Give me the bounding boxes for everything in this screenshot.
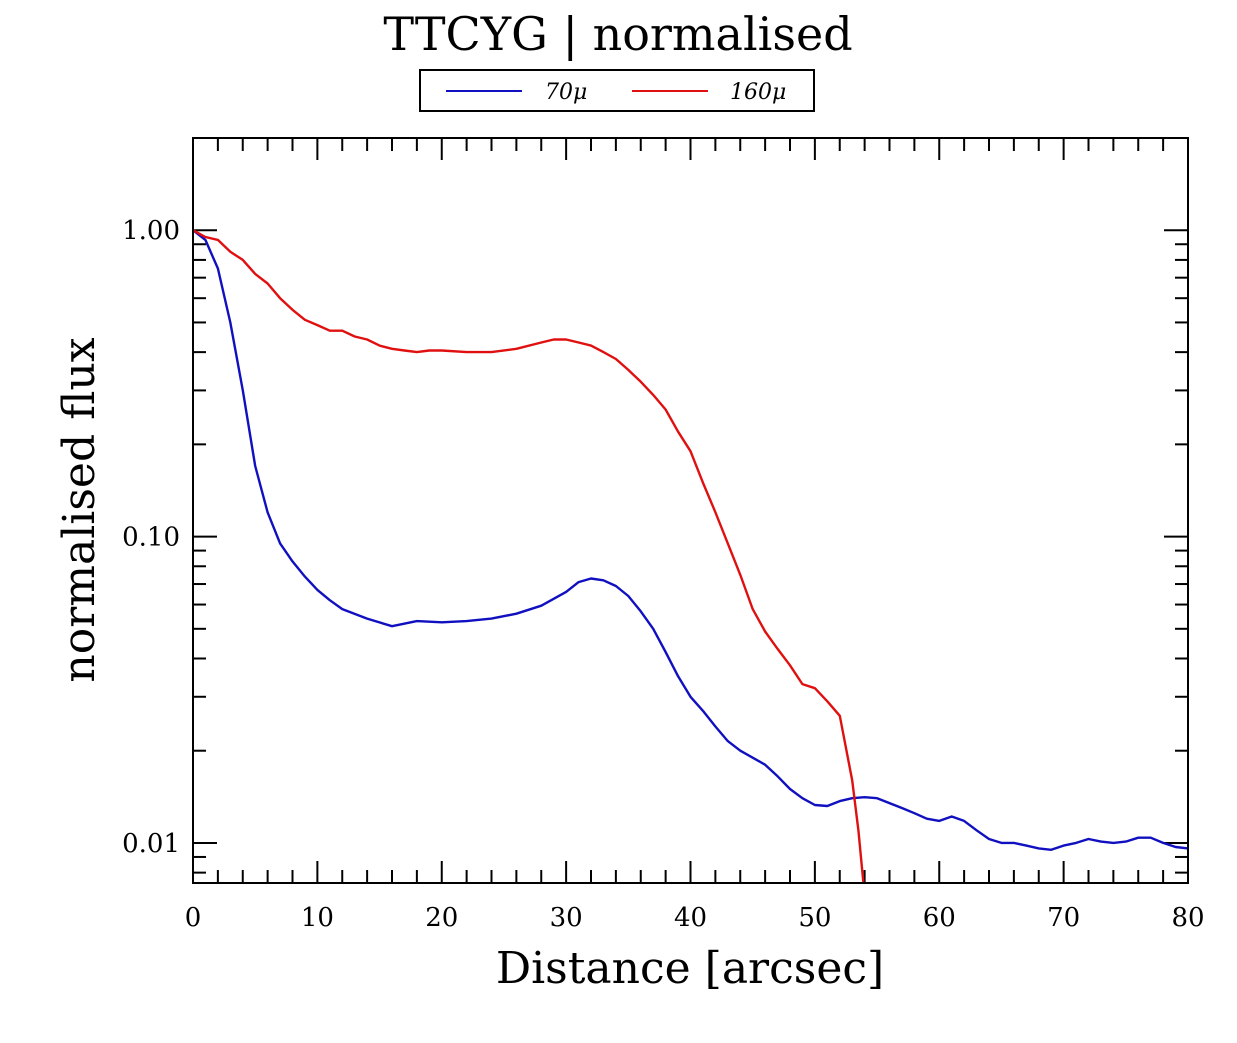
y-tick-label: 1.00 (122, 216, 180, 246)
x-tick-label: 40 (674, 903, 707, 933)
legend-label-70: 70μ (545, 80, 587, 105)
x-tick-label: 10 (301, 903, 334, 933)
y-tick-label: 0.01 (122, 829, 180, 859)
x-tick-label: 70 (1047, 903, 1080, 933)
series-line-70 (192, 229, 1189, 851)
x-tick-label: 50 (798, 903, 831, 933)
x-tick-labels: 0 10 20 30 40 50 60 70 80 (185, 903, 1205, 933)
x-tick-label: 0 (185, 903, 202, 933)
x-axis-label: Distance [arcsec] (496, 943, 884, 994)
legend: 70μ 160μ (419, 69, 815, 112)
plot-frame (192, 137, 1189, 884)
plot-series (192, 229, 1189, 884)
series-line-160 (192, 229, 865, 884)
legend-label-160: 160μ (730, 80, 786, 105)
y-tick-label: 0.10 (122, 523, 180, 553)
y-axis-label: normalised flux (54, 337, 105, 682)
axis-ticks (192, 137, 1189, 883)
x-tick-label: 30 (550, 903, 583, 933)
x-tick-label: 80 (1171, 903, 1204, 933)
x-tick-label: 60 (923, 903, 956, 933)
chart-title: TTCYG | normalised (383, 7, 852, 61)
x-tick-label: 20 (425, 903, 458, 933)
y-tick-labels: 1.00 0.10 0.01 (122, 216, 180, 859)
